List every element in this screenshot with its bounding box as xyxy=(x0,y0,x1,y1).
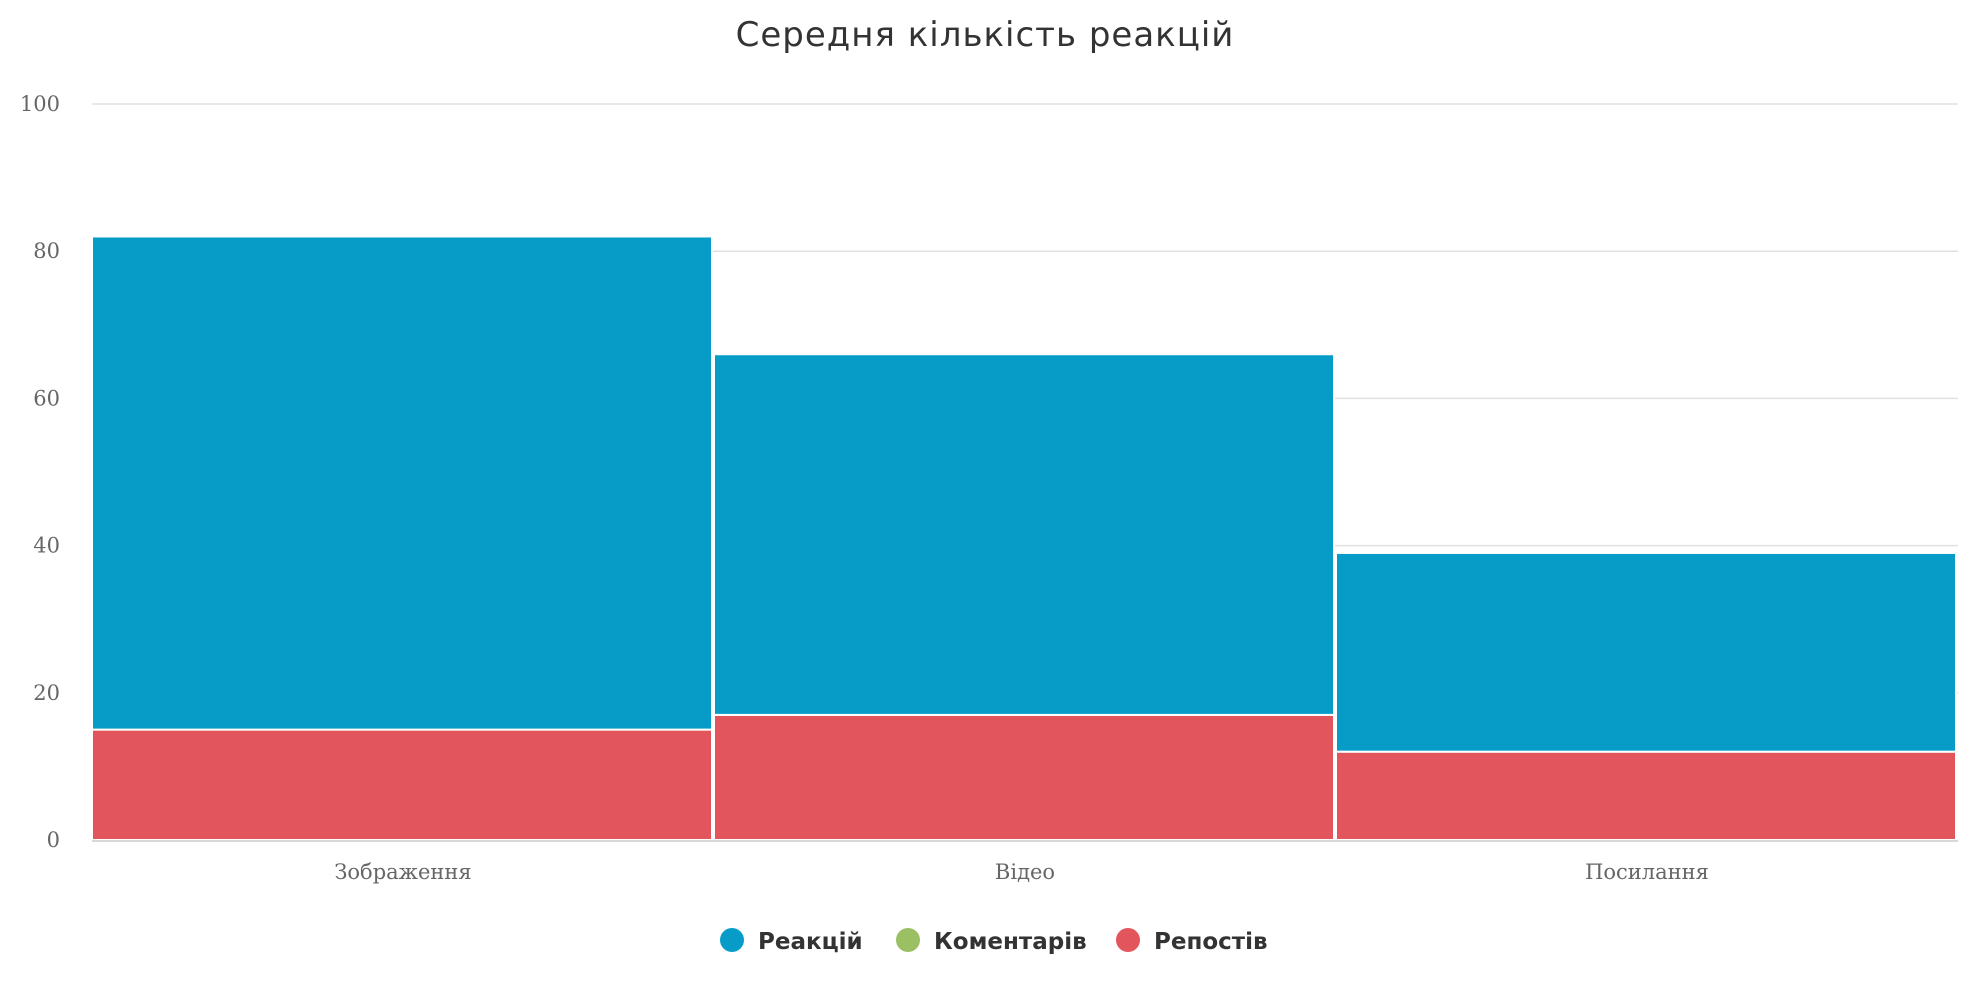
legend-marker xyxy=(896,928,920,952)
legend: Реакцій Коментарів Репостів xyxy=(720,928,1268,955)
chart-title: Середня кількість реакцій xyxy=(736,15,1235,55)
legend-marker xyxy=(1116,928,1140,952)
y-tick-label: 0 xyxy=(47,828,60,852)
legend-label: Репостів xyxy=(1154,929,1268,955)
y-tick-label: 80 xyxy=(33,239,60,263)
legend-label: Коментарів xyxy=(934,929,1087,955)
legend-item[interactable]: Репостів xyxy=(1116,928,1268,955)
bar-segment-2-0[interactable] xyxy=(1335,750,1957,841)
bar-segment-0-0[interactable] xyxy=(91,728,713,841)
y-tick-label: 60 xyxy=(33,386,60,410)
y-tick-label: 100 xyxy=(20,92,60,116)
legend-label: Реакцій xyxy=(758,929,863,955)
legend-item[interactable]: Реакцій xyxy=(720,928,863,955)
bars xyxy=(91,235,1957,842)
bar-segment-1-2[interactable] xyxy=(713,353,1335,716)
x-category-label: Зображення xyxy=(334,860,471,884)
x-category-label: Відео xyxy=(995,860,1055,884)
bar-segment-1-0[interactable] xyxy=(713,713,1335,842)
bar-segment-0-2[interactable] xyxy=(91,235,713,731)
y-axis-ticks: 0 20 40 60 80 100 xyxy=(20,92,60,852)
legend-item[interactable]: Коментарів xyxy=(896,928,1087,955)
y-tick-label: 20 xyxy=(33,681,60,705)
bar-segment-2-2[interactable] xyxy=(1335,551,1957,753)
legend-marker xyxy=(720,928,744,952)
x-axis-categories: Зображення Відео Посилання xyxy=(334,860,1709,884)
x-category-label: Посилання xyxy=(1585,860,1709,884)
y-tick-label: 40 xyxy=(33,534,60,558)
